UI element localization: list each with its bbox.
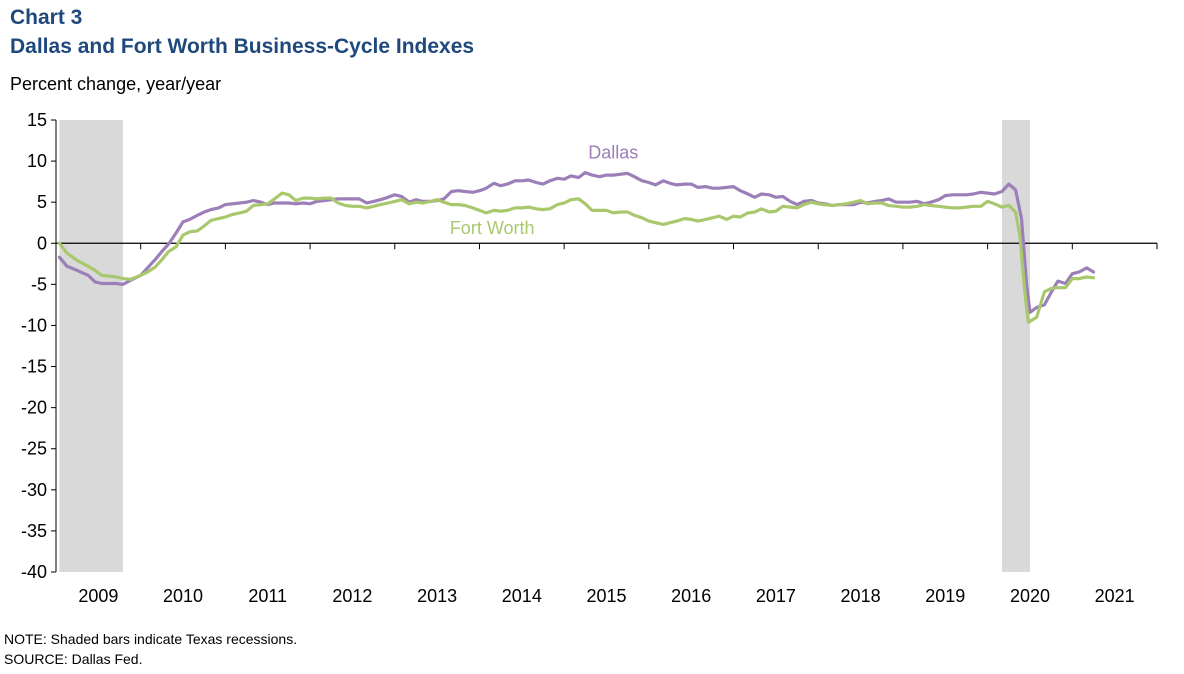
y-tick-label: 5 xyxy=(37,192,47,212)
x-tick-label: 2013 xyxy=(417,586,457,606)
recession-bars xyxy=(59,120,1030,572)
x-tick-label: 2011 xyxy=(248,586,287,606)
recession-bar-1 xyxy=(59,120,123,572)
y-tick-label: -5 xyxy=(31,274,47,294)
y-tick-label: 15 xyxy=(27,110,47,130)
y-tick-label: -30 xyxy=(21,480,47,500)
series-label-dallas: Dallas xyxy=(588,143,638,163)
chart-title: Dallas and Fort Worth Business-Cycle Ind… xyxy=(10,35,475,58)
axes: 15 10 5 0 -5 -10 -15 -20 -25 -30 -35 -40 2009 2010 201… xyxy=(21,110,1158,606)
series-labels: Dallas Fort Worth xyxy=(450,143,638,239)
y-tick-label: -15 xyxy=(21,357,47,377)
x-tick-label: 2021 xyxy=(1095,586,1135,606)
chart-number: Chart 3 xyxy=(10,6,83,29)
x-tick-label: 2019 xyxy=(925,586,965,606)
x-tick-label: 2009 xyxy=(78,586,118,606)
y-tick-label: -35 xyxy=(21,521,47,541)
y-axis-label: Percent change, year/year xyxy=(10,74,222,94)
series-lines xyxy=(57,171,1096,324)
chart-note: NOTE: Shaded bars indicate Texas recessi… xyxy=(4,631,298,647)
y-tick-label: 10 xyxy=(27,151,47,171)
y-tick-label: -40 xyxy=(21,562,47,582)
x-tick-label: 2020 xyxy=(1010,586,1050,606)
x-tick-label: 2012 xyxy=(332,586,372,606)
y-tick-label: 0 xyxy=(37,233,47,253)
series-label-fort-worth: Fort Worth xyxy=(450,218,535,238)
x-tick-label: 2010 xyxy=(163,586,203,606)
x-tick-label: 2014 xyxy=(502,586,542,606)
y-tick-label: -25 xyxy=(21,439,47,459)
series-line-dallas xyxy=(57,171,1096,314)
x-tick-label: 2018 xyxy=(841,586,881,606)
series-line-fort-worth xyxy=(57,191,1096,324)
chart-source: SOURCE: Dallas Fed. xyxy=(4,651,143,667)
x-tick-label: 2017 xyxy=(756,586,796,606)
x-tick-label: 2016 xyxy=(671,586,711,606)
y-tick-label: -10 xyxy=(21,315,47,335)
x-tick-label: 2015 xyxy=(586,586,626,606)
y-tick-label: -20 xyxy=(21,398,47,418)
